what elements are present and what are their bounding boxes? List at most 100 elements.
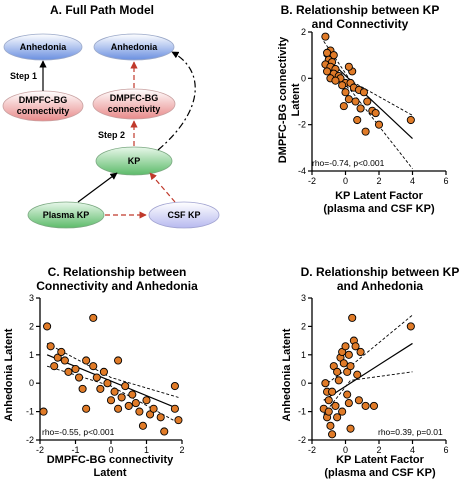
panel-d-data-point <box>346 424 355 433</box>
panel-d-xlabel-line-2: (plasma and CSF KP) <box>324 467 436 479</box>
panel-c-data-point <box>135 407 144 416</box>
step1-label: Step 1 <box>10 71 37 81</box>
panel-c-data-point <box>124 401 133 410</box>
panel-b-plot: -2 0 2 4 620-2-4 <box>298 27 449 186</box>
panel-c-data-point <box>128 390 137 399</box>
panel-c-x-tick-label: 1 <box>144 445 149 455</box>
panel-b-data-point <box>323 67 332 76</box>
panel-c-data-point <box>160 427 169 436</box>
panel-c-data-point <box>114 404 123 413</box>
node-dmpfc-right-label-2: connectivity <box>108 104 161 114</box>
panel-d-data-point <box>356 347 365 357</box>
panel-d-y-tick-label: 1 <box>301 350 306 360</box>
panel-d-data-point <box>334 376 343 385</box>
panel-d-title-line-2: and Anhedonia <box>337 279 424 293</box>
panel-b-xlabel-line-2: (plasma and CSF KP) <box>323 203 435 215</box>
panel-c-data-point <box>50 362 59 371</box>
panel-d-data-point <box>353 370 362 379</box>
panel-d-data-point <box>369 401 379 410</box>
panel-c-data-point <box>64 367 73 376</box>
panel-d-x-tick-label: -2 <box>308 445 316 455</box>
panel-d-data-point <box>341 342 350 351</box>
panel-c-data-point <box>53 353 62 362</box>
panel-d-fit-line <box>323 342 413 401</box>
panel-c-data-point <box>149 404 158 413</box>
node-kp <box>95 146 173 176</box>
panel-d-data-point <box>343 390 352 399</box>
node-dmpfc-right <box>92 88 176 120</box>
panel-c-data-point <box>89 313 98 322</box>
panel-c-data-point <box>110 387 119 396</box>
panel-b-y-tick-label: -2 <box>298 120 306 130</box>
panel-d-y-tick-label: 3 <box>301 293 306 303</box>
panel-d-data-point <box>351 342 360 351</box>
panel-c-x-tick-label: -1 <box>71 445 79 455</box>
panel-b-chart: B. Relationship between KP and Connectiv… <box>277 3 449 215</box>
arrow-kp-to-anhedonia-curve <box>157 51 196 151</box>
panel-a-title: A. Full Path Model <box>50 3 154 17</box>
panel-d-rho-annotation: rho=0.39, p=0.01 <box>378 427 443 437</box>
panel-c-data-point <box>170 381 179 391</box>
panel-b-data-point <box>374 120 384 129</box>
panel-c-data-point <box>131 399 140 408</box>
panel-c-data-point <box>174 416 183 425</box>
panel-d-data-point <box>333 413 342 422</box>
panel-b-data-point <box>371 109 380 118</box>
panel-d-data-point <box>326 421 335 430</box>
panel-d-title-line-1: D. Relationship between KP <box>301 265 460 279</box>
panel-b-data-point <box>341 88 350 97</box>
panel-b-y-tick-label: 0 <box>301 73 306 83</box>
panel-d-data-point <box>328 430 337 439</box>
panel-b-data-point <box>361 127 370 136</box>
panel-c-data-point <box>99 367 108 376</box>
panel-d-x-tick-label: 0 <box>343 445 348 455</box>
panel-c-title-line-1: C. Relationship between <box>48 265 187 279</box>
panel-d-xlabel-line-1: KP Latent Factor <box>336 454 425 466</box>
panel-c-xlabel-line-2: Latent <box>94 467 127 479</box>
panel-d-data-point <box>348 313 357 322</box>
panel-b-data-point <box>331 76 340 85</box>
panel-d-x-tick-label: 6 <box>443 445 448 455</box>
panel-b-rho-annotation: rho=-0.74, p<0.001 <box>312 158 385 168</box>
panel-d-data-point <box>361 401 370 410</box>
panel-c-fit-line <box>46 354 179 410</box>
node-dmpfc-right-label-1: DMPFC-BG <box>110 93 159 103</box>
panel-d-data-point <box>324 407 333 416</box>
node-dmpfc-left-label-1: DMPFC-BG <box>19 95 68 105</box>
panel-b-x-tick-label: 2 <box>376 176 381 186</box>
panel-d-y-tick-label: -2 <box>298 435 306 445</box>
panel-c-data-point <box>96 384 105 393</box>
panel-d-x-tick-label: 4 <box>410 445 415 455</box>
panel-d-data-point <box>328 387 337 396</box>
panel-c-data-point <box>57 347 66 357</box>
panel-c-plot: -2 -1 0 1 2 3 2 1 0 -1 -2 <box>26 293 185 455</box>
panel-c-data-point <box>138 421 147 430</box>
panel-c-data-point <box>142 396 151 405</box>
panel-d-data-point <box>338 407 347 416</box>
panel-b-xlabel-line-1: KP Latent Factor <box>335 190 424 202</box>
panel-c-data-point <box>156 413 165 422</box>
panel-d-data-point <box>331 401 340 410</box>
panel-d-data-point <box>324 396 333 405</box>
panel-c-y-tick-label: 1 <box>29 350 34 360</box>
panel-b-data-point <box>321 32 330 41</box>
panel-c-ylabel: Anhedonia Latent <box>3 328 15 421</box>
panel-b-data-point <box>339 102 348 111</box>
panel-c-data-point <box>71 364 80 374</box>
panel-c-y-tick-label: 3 <box>29 293 34 303</box>
panel-d-data-point <box>344 399 353 408</box>
panel-c-data-point <box>78 384 87 393</box>
panel-c-y-tick-label: -2 <box>26 435 34 445</box>
panel-b-y-tick-label: 2 <box>301 27 306 37</box>
panel-c-data-point <box>121 381 130 391</box>
panel-b-data-point <box>344 95 353 104</box>
panel-b-ylabel-line-1: DMPFC-BG connectivity <box>277 36 289 163</box>
node-anhedonia-left <box>3 33 83 61</box>
panel-d-chart: D. Relationship between KP and Anhedonia… <box>281 265 459 479</box>
panel-d-ci-upper <box>323 314 413 387</box>
panel-b-x-tick-label: -2 <box>308 176 316 186</box>
panel-b-data-point <box>363 97 372 106</box>
panel-c-data-point <box>46 342 55 351</box>
panel-c-title-line-2: Connectivity and Anhedonia <box>36 279 198 293</box>
panel-d-ylabel: Anhedonia Latent <box>281 328 293 421</box>
